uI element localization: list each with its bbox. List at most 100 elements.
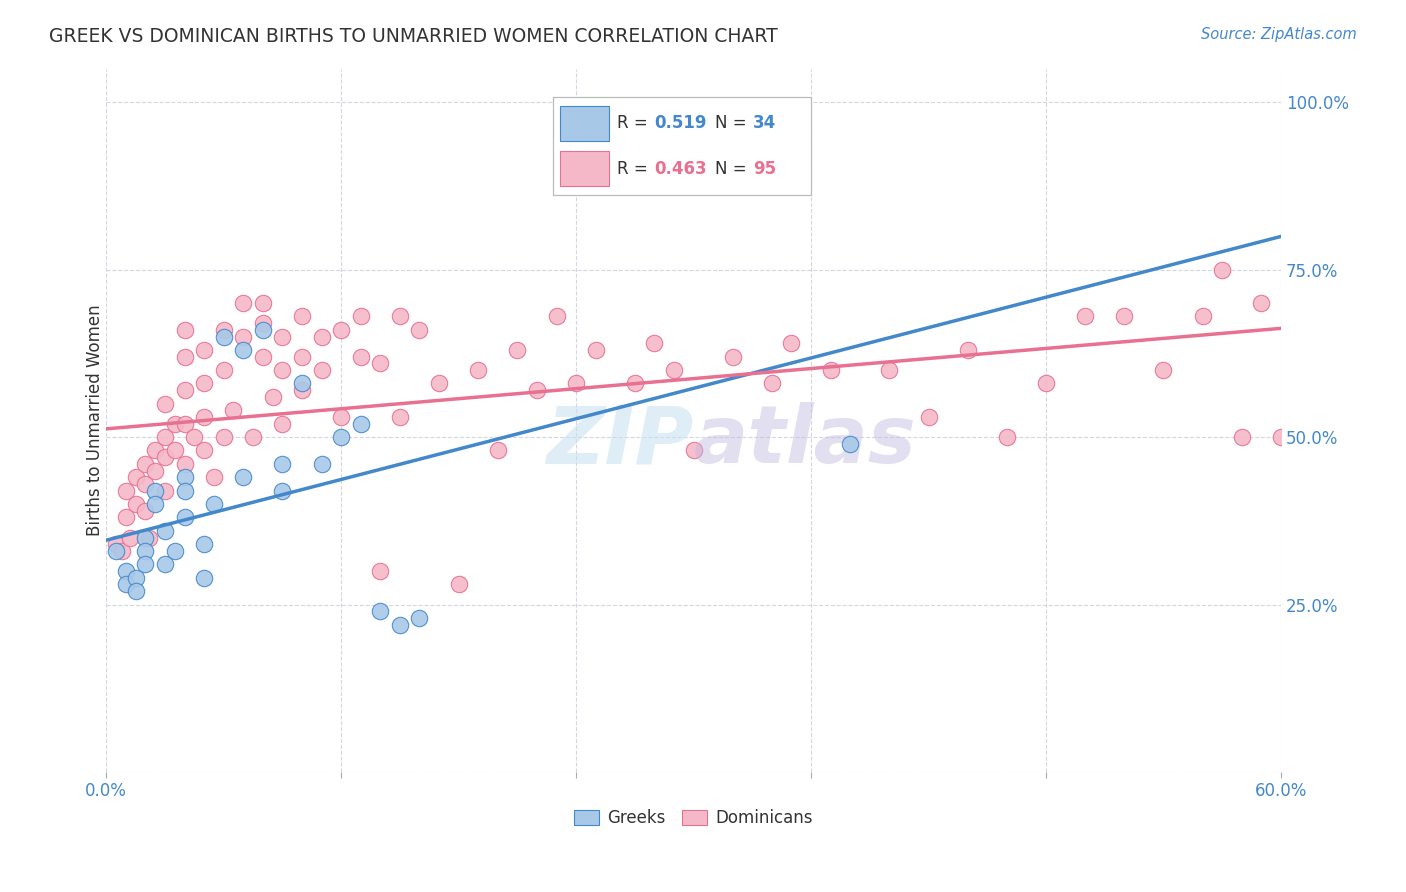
Point [134, 558, 156, 572]
Point [1035, 376, 1057, 391]
Point [153, 558, 176, 572]
Point [1309, 417, 1331, 431]
Point [143, 483, 166, 498]
Point [624, 376, 647, 391]
Text: Source: ZipAtlas.com: Source: ZipAtlas.com [1201, 27, 1357, 42]
Point [271, 363, 294, 377]
Point [193, 409, 215, 424]
Point [1270, 430, 1292, 444]
Text: atlas: atlas [693, 402, 917, 481]
Point [956, 343, 979, 357]
Point [1074, 310, 1097, 324]
Point [291, 310, 314, 324]
Point [212, 363, 235, 377]
Point [780, 336, 803, 351]
Point [232, 296, 254, 310]
Point [193, 537, 215, 551]
Point [291, 376, 314, 391]
Point [124, 470, 146, 484]
Point [643, 336, 665, 351]
Point [427, 376, 450, 391]
Point [506, 343, 529, 357]
Point [408, 323, 430, 337]
Point [1191, 310, 1213, 324]
Point [330, 409, 353, 424]
Point [138, 531, 160, 545]
Point [271, 329, 294, 343]
Point [311, 363, 333, 377]
Point [212, 430, 235, 444]
Point [212, 323, 235, 337]
Point [134, 477, 156, 491]
Point [917, 409, 939, 424]
Point [173, 510, 195, 524]
Point [232, 343, 254, 357]
Point [761, 376, 783, 391]
Point [565, 376, 588, 391]
Point [118, 531, 141, 545]
Point [879, 363, 901, 377]
Point [486, 443, 509, 458]
Legend: Greeks, Dominicans: Greeks, Dominicans [568, 803, 820, 834]
Point [271, 417, 294, 431]
Point [370, 564, 392, 578]
Point [134, 544, 156, 558]
Point [252, 296, 274, 310]
Point [1153, 363, 1175, 377]
Point [291, 350, 314, 364]
Point [173, 383, 195, 397]
Point [202, 497, 225, 511]
Point [153, 430, 176, 444]
Point [193, 443, 215, 458]
Point [682, 443, 704, 458]
Point [183, 430, 205, 444]
Point [721, 350, 744, 364]
Point [1348, 269, 1371, 284]
Point [232, 329, 254, 343]
Point [1388, 310, 1406, 324]
Point [173, 323, 195, 337]
Point [467, 363, 489, 377]
Point [114, 564, 136, 578]
Point [820, 363, 842, 377]
Point [173, 457, 195, 471]
Point [105, 537, 128, 551]
Point [153, 483, 176, 498]
Point [447, 577, 470, 591]
Point [252, 350, 274, 364]
Point [408, 611, 430, 625]
Point [839, 436, 862, 450]
Point [388, 617, 411, 632]
Point [585, 343, 607, 357]
Point [311, 457, 333, 471]
Point [153, 524, 176, 538]
Point [114, 577, 136, 591]
Point [124, 497, 146, 511]
Point [271, 457, 294, 471]
Point [1230, 430, 1253, 444]
Point [350, 310, 373, 324]
Point [370, 604, 392, 618]
Point [193, 571, 215, 585]
Point [1289, 276, 1312, 290]
Point [291, 383, 314, 397]
Point [242, 430, 264, 444]
Point [143, 464, 166, 478]
Point [134, 457, 156, 471]
Point [1250, 296, 1272, 310]
Point [1211, 262, 1233, 277]
Point [114, 510, 136, 524]
Point [252, 323, 274, 337]
Point [1368, 329, 1391, 343]
Point [163, 417, 186, 431]
Point [134, 504, 156, 518]
Point [388, 310, 411, 324]
Point [526, 383, 548, 397]
Point [271, 483, 294, 498]
Point [995, 430, 1018, 444]
Point [105, 544, 128, 558]
Point [546, 310, 568, 324]
Point [1114, 310, 1136, 324]
Point [193, 376, 215, 391]
Point [350, 417, 373, 431]
